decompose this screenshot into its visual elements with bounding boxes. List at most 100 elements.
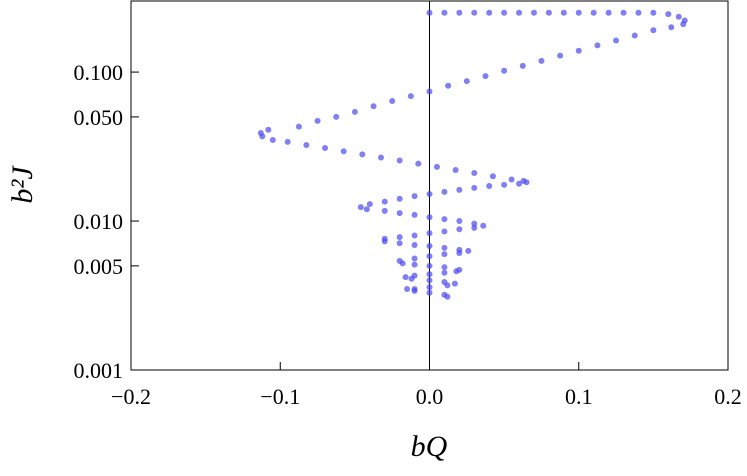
point xyxy=(508,176,515,183)
point xyxy=(426,190,433,197)
point xyxy=(441,244,448,251)
point xyxy=(456,186,463,193)
point xyxy=(471,220,478,227)
point xyxy=(381,207,388,214)
point xyxy=(620,9,627,16)
point xyxy=(465,247,472,254)
point xyxy=(396,234,403,241)
point xyxy=(415,160,422,167)
x-tick-label: −0.1 xyxy=(260,384,300,409)
point xyxy=(471,170,478,177)
point xyxy=(441,269,448,276)
point xyxy=(295,123,302,130)
y-tick-label: 0.010 xyxy=(74,209,124,234)
point xyxy=(575,9,582,16)
point xyxy=(426,88,433,95)
point xyxy=(389,97,396,104)
point xyxy=(523,179,530,186)
point xyxy=(404,285,411,292)
x-axis-label: bQ xyxy=(411,430,448,463)
y-tick-label: 0.001 xyxy=(74,358,124,383)
point xyxy=(411,287,418,294)
point xyxy=(426,253,433,260)
point xyxy=(530,9,537,16)
y-tick-label: 0.100 xyxy=(74,60,124,85)
point xyxy=(631,32,638,39)
point xyxy=(444,282,451,289)
point xyxy=(426,230,433,237)
point xyxy=(399,260,406,267)
point xyxy=(613,37,620,44)
point xyxy=(396,195,403,202)
point xyxy=(668,24,675,31)
point xyxy=(480,222,487,229)
point xyxy=(402,274,409,281)
point xyxy=(411,211,418,218)
point xyxy=(471,224,478,231)
point xyxy=(516,180,523,187)
point xyxy=(441,188,448,195)
point xyxy=(444,293,451,300)
point xyxy=(482,73,489,80)
point xyxy=(381,238,388,245)
y-tick-label: 0.050 xyxy=(74,105,124,130)
point xyxy=(486,9,493,16)
point xyxy=(680,21,687,28)
point xyxy=(486,182,493,189)
point xyxy=(396,210,403,217)
point xyxy=(594,42,601,49)
point xyxy=(411,232,418,239)
point xyxy=(363,206,370,213)
point xyxy=(501,9,508,16)
point xyxy=(471,184,478,191)
point xyxy=(560,9,567,16)
point xyxy=(259,133,266,140)
point xyxy=(407,93,414,100)
point xyxy=(411,255,418,262)
point xyxy=(333,113,340,120)
point xyxy=(370,103,377,110)
point xyxy=(357,204,364,211)
point xyxy=(590,9,597,16)
point xyxy=(557,52,564,59)
point xyxy=(433,163,440,170)
point xyxy=(635,9,642,16)
point xyxy=(411,193,418,200)
point xyxy=(426,277,433,284)
point xyxy=(471,9,478,16)
point xyxy=(489,173,496,180)
point xyxy=(269,136,276,143)
point xyxy=(441,264,448,271)
point xyxy=(516,9,523,16)
point xyxy=(265,126,272,133)
point xyxy=(650,27,657,34)
point xyxy=(456,250,463,257)
point xyxy=(452,167,459,174)
point xyxy=(284,138,291,145)
point xyxy=(451,280,458,287)
point xyxy=(426,262,433,269)
x-tick-label: 0.2 xyxy=(714,384,742,409)
point xyxy=(426,271,433,278)
point xyxy=(411,242,418,249)
point xyxy=(545,9,552,16)
point xyxy=(445,82,452,89)
point xyxy=(396,157,403,164)
point xyxy=(650,9,657,16)
point xyxy=(426,9,433,16)
point xyxy=(396,240,403,247)
x-tick-label: 0.0 xyxy=(416,384,444,409)
point xyxy=(408,275,415,282)
x-tick-label: −0.2 xyxy=(111,384,151,409)
point xyxy=(456,9,463,16)
point xyxy=(426,242,433,249)
point xyxy=(426,284,433,291)
point xyxy=(377,154,384,161)
point xyxy=(463,78,470,85)
y-tick-label: 0.005 xyxy=(74,254,124,279)
point xyxy=(322,145,329,152)
point xyxy=(675,13,682,20)
point xyxy=(501,181,508,188)
point xyxy=(366,201,373,208)
